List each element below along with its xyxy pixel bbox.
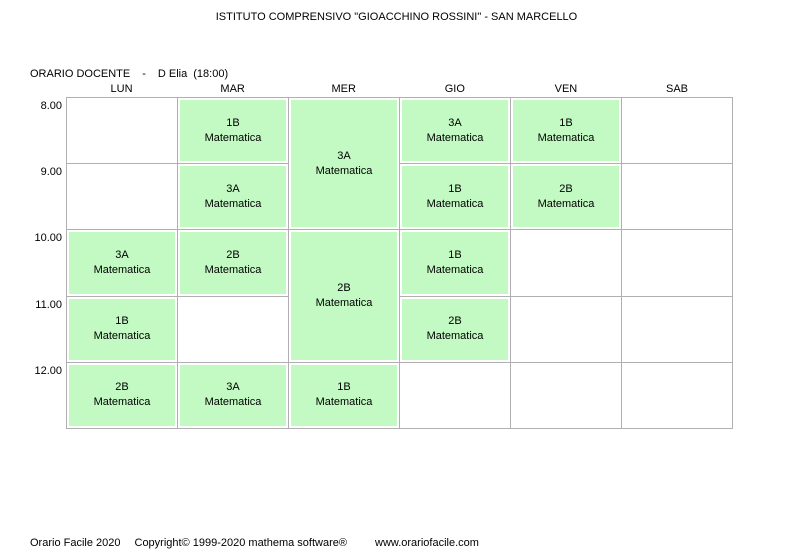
- lesson-mar-9: 3A Matematica: [180, 166, 286, 228]
- lesson-subject: Matematica: [93, 263, 151, 276]
- lesson-class: 2B: [559, 182, 573, 195]
- lesson-subject: Matematica: [93, 330, 151, 343]
- lesson-class: 1B: [226, 116, 240, 129]
- day-header-sab: SAB: [666, 83, 689, 95]
- lesson-class: 1B: [448, 182, 462, 195]
- footer-website-link[interactable]: www.orariofacile.com: [375, 537, 479, 549]
- lesson-class: 1B: [337, 381, 351, 394]
- time-label-11: 11.00: [35, 299, 62, 311]
- lesson-mar-10: 2B Matematica: [180, 232, 286, 294]
- header-separator: -: [142, 68, 146, 80]
- timetable-grid: 3A Matematica 1B Matematica 2B Matematic…: [66, 97, 733, 429]
- footer: Orario Facile 2020 Copyright© 1999-2020 m…: [30, 537, 479, 549]
- lesson-mer-10-12: 2B Matematica: [291, 232, 397, 360]
- lesson-subject: Matematica: [426, 263, 484, 276]
- lesson-class: 2B: [115, 381, 129, 394]
- lesson-class: 1B: [448, 248, 462, 261]
- lesson-class: 1B: [115, 315, 129, 328]
- cell-sab-11: [622, 296, 733, 363]
- timetable-header: ORARIO DOCENTE - D Elia (18:00): [30, 68, 228, 80]
- lesson-class: 3A: [226, 381, 240, 394]
- cell-gio-8: 3A Matematica: [400, 98, 511, 165]
- lesson-subject: Matematica: [537, 197, 595, 210]
- timetable-type-label: ORARIO DOCENTE: [30, 68, 131, 80]
- lesson-mar-12: 3A Matematica: [180, 364, 286, 426]
- teacher-total-hours: (18:00): [193, 68, 229, 80]
- lesson-ven-9: 2B Matematica: [513, 166, 619, 228]
- lesson-subject: Matematica: [426, 330, 484, 343]
- page-title: ISTITUTO COMPRENSIVO "GIOACCHINO ROSSINI…: [215, 11, 578, 23]
- cell-lun-9: [67, 164, 178, 231]
- day-header-gio: GIO: [444, 83, 465, 95]
- cell-ven-8: 1B Matematica: [511, 98, 622, 165]
- cell-lun-11: 1B Matematica: [67, 296, 178, 363]
- cell-sab-12: [622, 362, 733, 429]
- lesson-subject: Matematica: [204, 396, 262, 409]
- lesson-lun-10: 3A Matematica: [69, 232, 175, 294]
- day-header-row: LUN MAR MER GIO VEN SAB: [66, 83, 733, 95]
- cell-gio-11: 2B Matematica: [400, 296, 511, 363]
- cell-ven-12: [511, 362, 622, 429]
- time-label-8: 8.00: [40, 100, 62, 112]
- cell-sab-9: [622, 164, 733, 231]
- lesson-gio-8: 3A Matematica: [402, 100, 508, 162]
- cell-lun-10: 3A Matematica: [67, 230, 178, 297]
- lesson-subject: Matematica: [426, 131, 484, 144]
- cell-mer-10-12: 2B Matematica: [289, 230, 400, 363]
- lesson-subject: Matematica: [537, 131, 595, 144]
- lesson-class: 3A: [115, 248, 129, 261]
- cell-lun-12: 2B Matematica: [67, 362, 178, 429]
- lesson-lun-12: 2B Matematica: [69, 364, 175, 426]
- lesson-lun-11: 1B Matematica: [69, 298, 175, 360]
- lesson-gio-11: 2B Matematica: [402, 298, 508, 360]
- day-header-lun: LUN: [110, 83, 133, 95]
- lesson-subject: Matematica: [315, 396, 373, 409]
- cell-mar-8: 1B Matematica: [178, 98, 289, 165]
- lesson-gio-10: 1B Matematica: [402, 232, 508, 294]
- cell-mar-9: 3A Matematica: [178, 164, 289, 231]
- time-label-10: 10.00: [34, 232, 62, 244]
- lesson-subject: Matematica: [204, 197, 262, 210]
- footer-app-name: Orario Facile 2020: [30, 537, 121, 549]
- time-label-12: 12.00: [34, 365, 62, 377]
- lesson-class: 3A: [226, 182, 240, 195]
- lesson-subject: Matematica: [204, 263, 262, 276]
- cell-gio-12: [400, 362, 511, 429]
- lesson-subject: Matematica: [315, 297, 373, 310]
- cell-sab-10: [622, 230, 733, 297]
- lesson-ven-8: 1B Matematica: [513, 100, 619, 162]
- teacher-name: D Elia: [157, 68, 188, 80]
- lesson-class: 1B: [559, 116, 573, 129]
- cell-mer-8-10: 3A Matematica: [289, 98, 400, 231]
- lesson-subject: Matematica: [204, 131, 262, 144]
- lesson-class: 2B: [226, 248, 240, 261]
- cell-mar-10: 2B Matematica: [178, 230, 289, 297]
- lesson-subject: Matematica: [426, 197, 484, 210]
- lesson-class: 3A: [337, 149, 351, 162]
- lesson-class: 3A: [448, 116, 462, 129]
- cell-ven-9: 2B Matematica: [511, 164, 622, 231]
- lesson-mer-8-10: 3A Matematica: [291, 100, 397, 228]
- cell-gio-9: 1B Matematica: [400, 164, 511, 231]
- cell-sab-8: [622, 98, 733, 165]
- lesson-mer-12: 1B Matematica: [291, 364, 397, 426]
- cell-mar-11: [178, 296, 289, 363]
- lesson-class: 2B: [337, 282, 351, 295]
- day-header-mer: MER: [331, 83, 356, 95]
- cell-gio-10: 1B Matematica: [400, 230, 511, 297]
- cell-ven-11: [511, 296, 622, 363]
- lesson-class: 2B: [448, 315, 462, 328]
- cell-ven-10: [511, 230, 622, 297]
- lesson-mar-8: 1B Matematica: [180, 100, 286, 162]
- lesson-subject: Matematica: [93, 396, 151, 409]
- cell-lun-8: [67, 98, 178, 165]
- footer-copyright: Copyright© 1999-2020 mathema software®: [134, 537, 348, 549]
- lesson-subject: Matematica: [315, 164, 373, 177]
- cell-mar-12: 3A Matematica: [178, 362, 289, 429]
- day-header-mar: MAR: [220, 83, 245, 95]
- day-header-ven: VEN: [554, 83, 578, 95]
- lesson-gio-9: 1B Matematica: [402, 166, 508, 228]
- time-label-9: 9.00: [40, 166, 62, 178]
- cell-mer-12: 1B Matematica: [289, 362, 400, 429]
